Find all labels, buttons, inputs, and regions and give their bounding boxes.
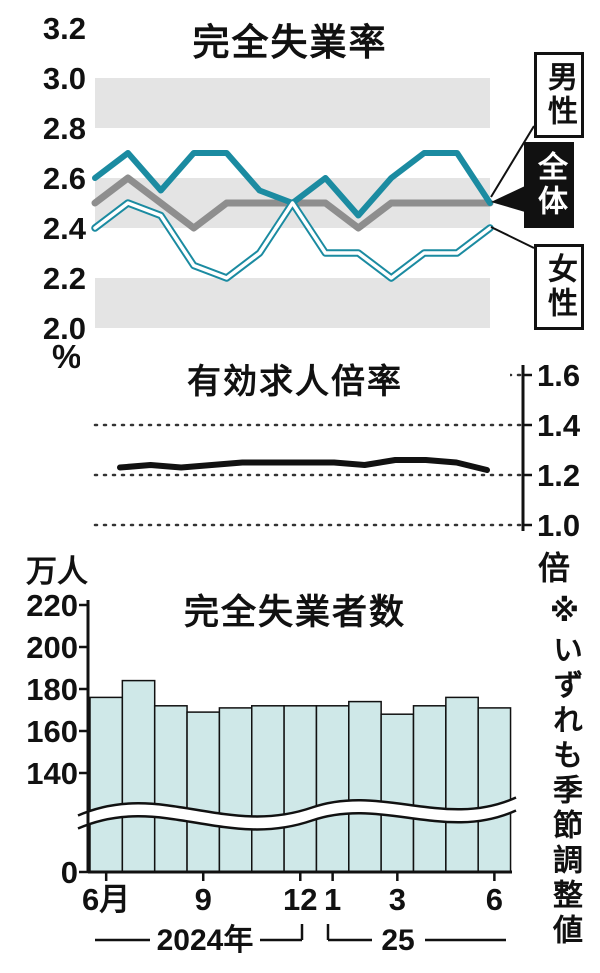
bar [153,705,188,873]
job-ratio-title: 有効求人倍率 [80,354,510,403]
percent-unit-label: % [52,338,82,375]
bar [283,705,318,873]
count-y-tick: 180 [26,672,78,707]
ratio-y-tick: 1.0 [537,508,580,543]
count-y-tick: 200 [26,630,78,665]
rate-y-tick: 2.8 [43,111,86,146]
rate-y-tick: 2.0 [43,311,86,346]
bar [218,707,253,873]
bar [89,696,124,873]
period-25-label: 25 [381,924,414,957]
rate-y-tick: 3.2 [43,11,86,46]
ratio-y-tick: 1.2 [537,458,580,493]
overall-arrow [491,186,525,212]
rate-y-tick: 3.0 [43,61,86,96]
x-tick: 12 [283,882,317,917]
male-connector [490,125,535,198]
bar [251,705,285,873]
ratio-y-tick: 1.4 [537,408,581,443]
bar [445,696,479,873]
unemployment-rate-title: 完全失業率 [192,22,388,63]
manin-unit-label: 万人 [26,554,88,589]
legend-male: 男性 [534,52,584,138]
female-connector [490,226,535,249]
axis-break-top [77,796,517,818]
rate-y-tick: 2.4 [43,211,87,246]
unemployed-count-title: 完全失業者数 [183,593,406,632]
bar [121,679,156,873]
bar [315,705,350,873]
seasonal-adjustment-note: ※いずれも季節調整値 [548,594,581,949]
bar [380,713,415,873]
x-tick: 3 [389,882,406,917]
count-y-tick: 140 [26,756,78,791]
ratio-line [117,457,490,473]
gray-band [95,278,490,328]
gray-band [95,78,490,128]
axis-break-band [75,798,519,830]
bar [477,707,512,873]
legend-overall: 全体 [524,142,574,228]
female-line-inner [93,201,492,280]
count-y-tick: 160 [26,714,78,749]
axis-break-bottom [77,809,517,831]
bar [412,705,447,873]
legend-female: 女性 [534,244,584,330]
x-tick: 9 [195,882,212,917]
rate-y-tick: 2.6 [43,161,86,196]
rate-y-tick: 2.2 [43,261,86,296]
x-tick: 1 [324,882,341,917]
period-2024-label: 2024年 [157,924,254,957]
bar [186,711,221,873]
count-y-tick: 0 [61,855,78,890]
bai-unit-label: 倍 [538,550,571,586]
x-tick: 6月 [82,882,130,917]
bar [348,700,382,873]
count-y-tick: 220 [26,588,78,623]
x-tick: 6 [486,882,503,917]
ratio-y-tick: 1.6 [537,358,580,393]
